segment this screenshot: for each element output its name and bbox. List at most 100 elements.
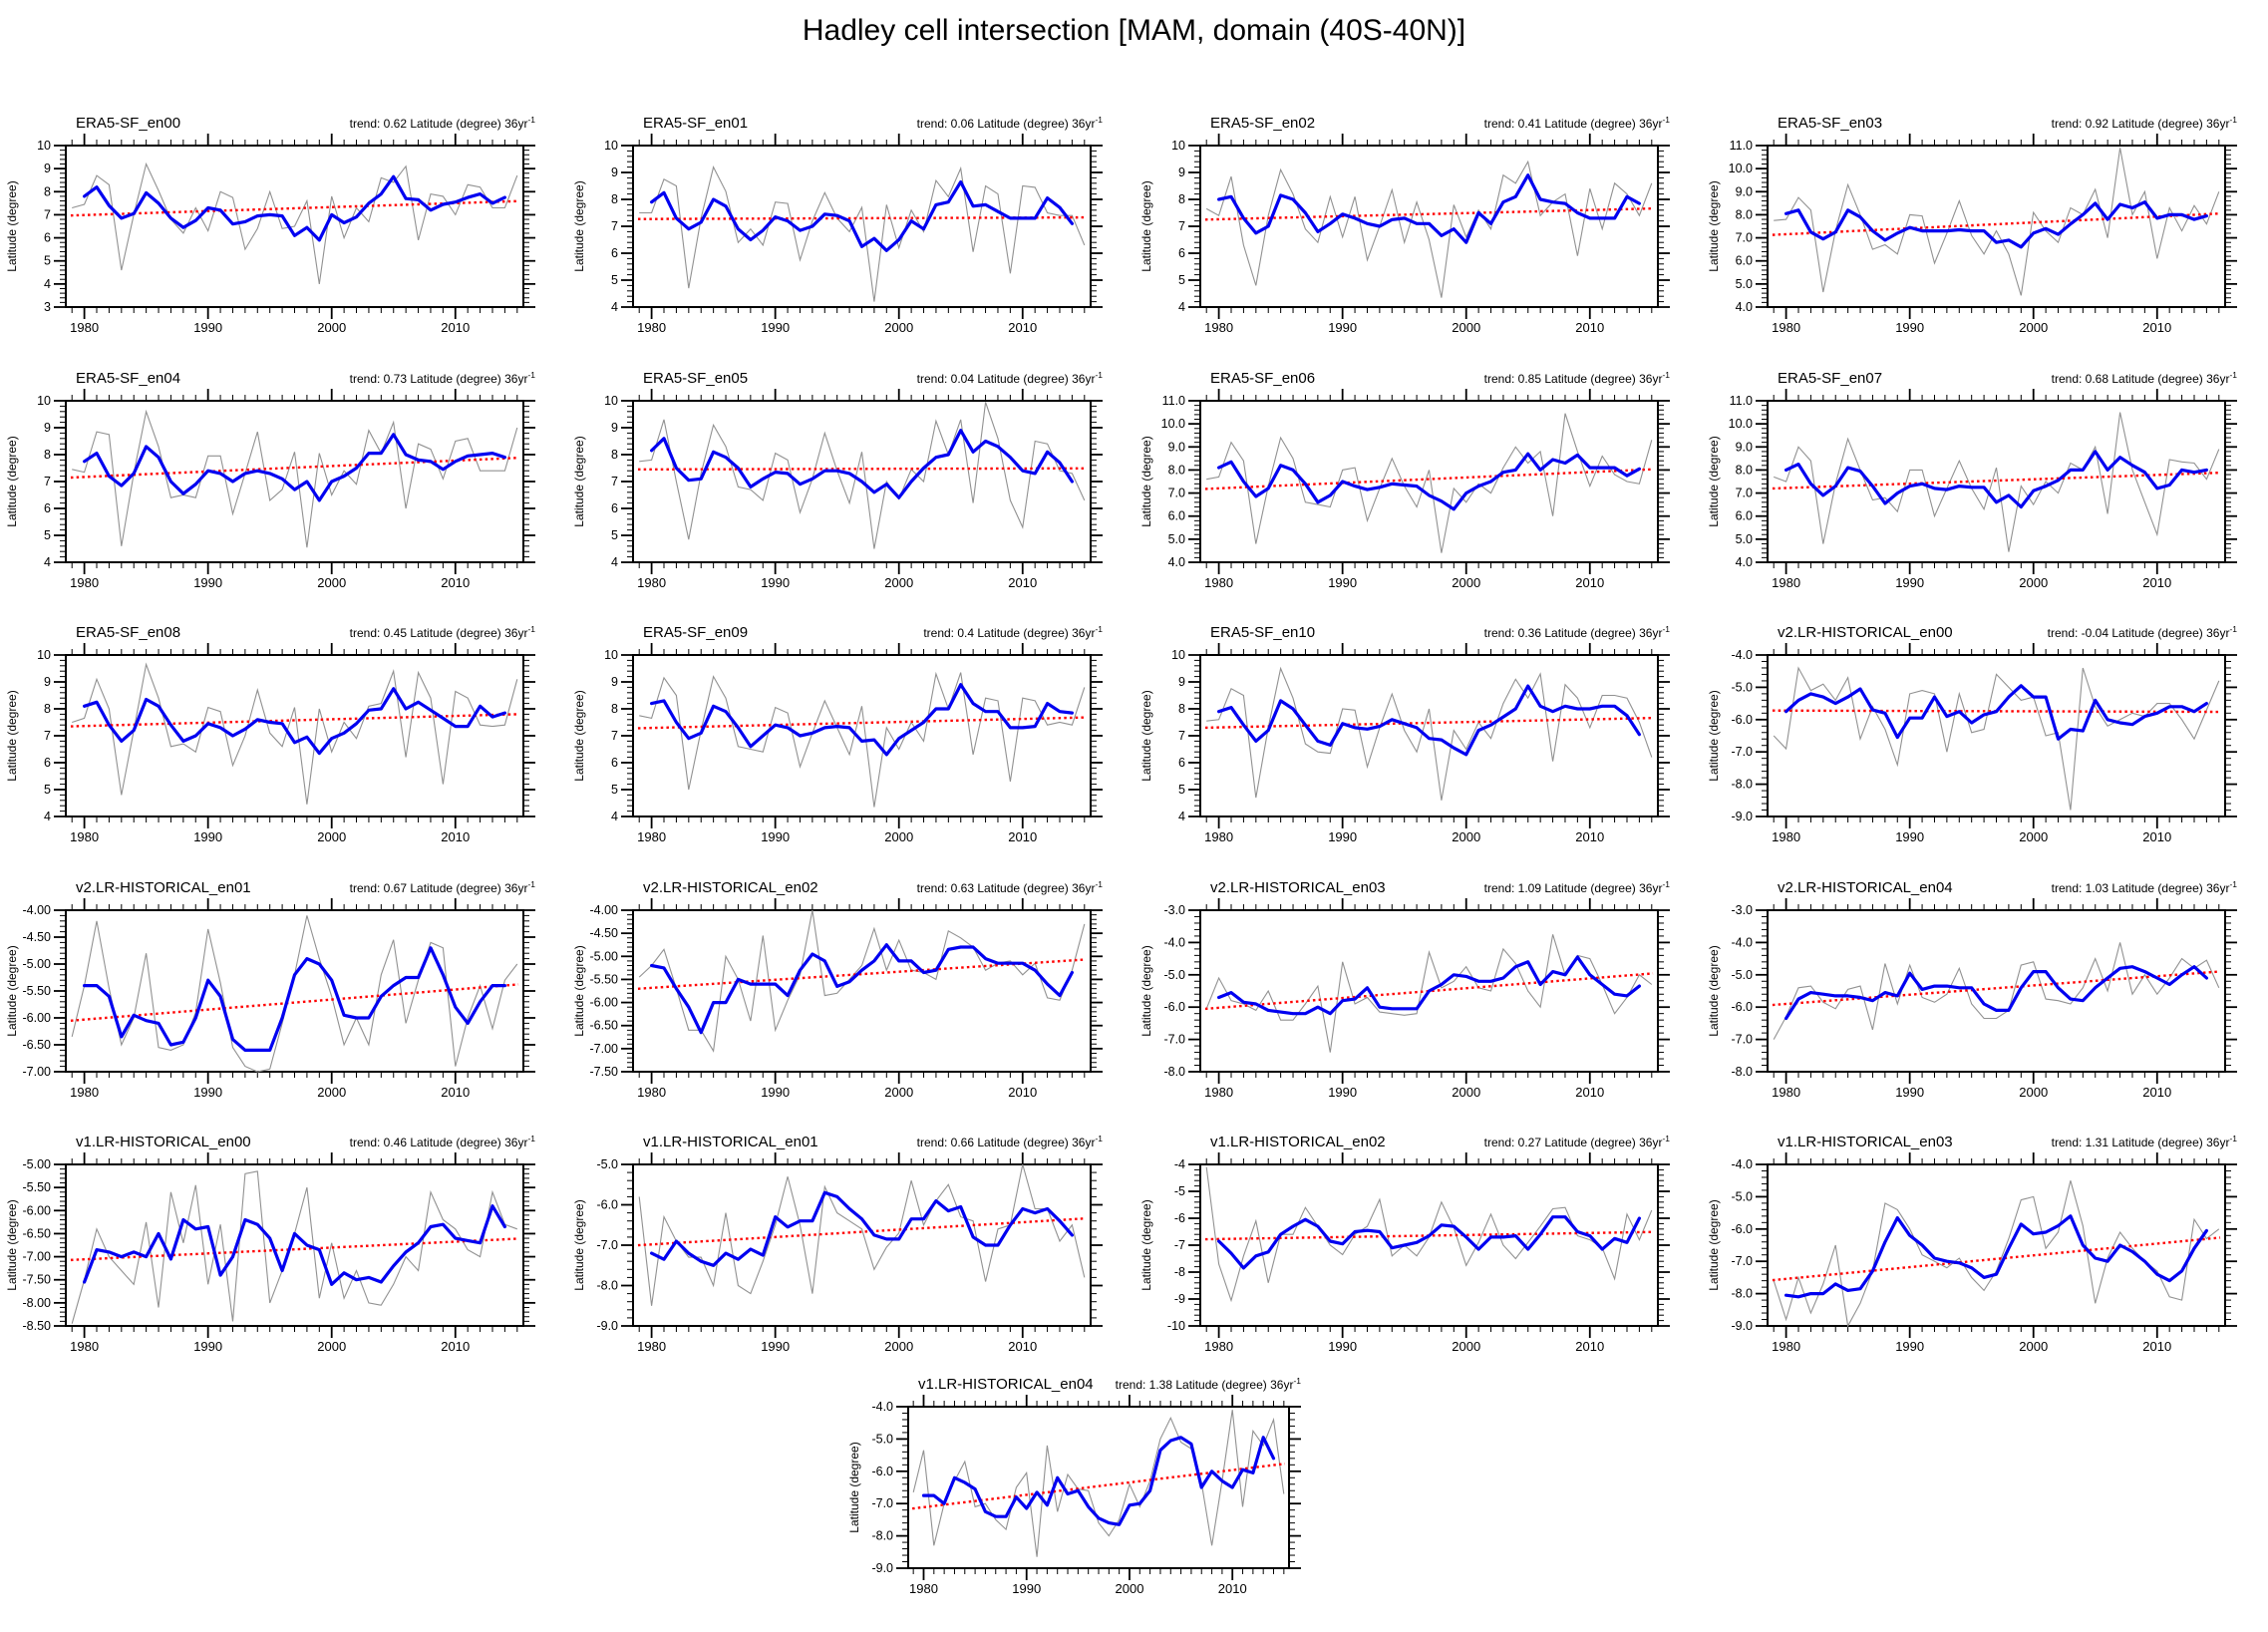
trend-line <box>637 467 1087 471</box>
y-tick-labels: -4 -5 -6 -7 -8 -9 -10 <box>1167 1157 1185 1333</box>
svg-text:2010: 2010 <box>1575 1085 1604 1100</box>
svg-text:8: 8 <box>611 192 618 206</box>
svg-text:6.0: 6.0 <box>1736 254 1753 268</box>
svg-text:-7.0: -7.0 <box>1731 1254 1753 1268</box>
y-tick-labels: -4.0 -5.0 -6.0 -7.0 -8.0 -9.0 <box>871 1400 893 1575</box>
trend-line <box>1772 969 2221 1006</box>
y-axis-label: Latitude (degree) <box>1707 690 1721 781</box>
y-axis-label: Latitude (degree) <box>5 1199 19 1290</box>
svg-text:1990: 1990 <box>1895 575 1924 590</box>
svg-text:-8.0: -8.0 <box>1731 1065 1753 1079</box>
axis-ticks <box>1756 643 2237 828</box>
svg-text:-6.50: -6.50 <box>23 1038 52 1052</box>
trend-label: trend: 0.36 Latitude (degree) 36yr-1 <box>1484 624 1671 640</box>
trend-line <box>637 716 1087 730</box>
svg-text:9.0: 9.0 <box>1736 440 1753 454</box>
axis-minor-ticks <box>1194 394 1664 568</box>
svg-text:2000: 2000 <box>1452 575 1480 590</box>
svg-text:-8.0: -8.0 <box>1731 1287 1753 1301</box>
figure-title: Hadley cell intersection [MAM, domain (4… <box>802 14 1466 47</box>
panel-ERA5-SF_en04: ERA5-SF_en04 trend: 0.73 Latitude (degree… <box>0 355 567 614</box>
smoothed-series-line <box>1216 1215 1641 1270</box>
axis-minor-ticks <box>1762 140 2231 313</box>
svg-text:1980: 1980 <box>637 575 666 590</box>
y-tick-labels: -3.0 -4.0 -5.0 -6.0 -7.0 -8.0 <box>1163 903 1185 1079</box>
svg-text:4: 4 <box>44 277 51 291</box>
svg-text:1990: 1990 <box>1328 575 1357 590</box>
trend-label: trend: 1.31 Latitude (degree) 36yr-1 <box>2052 1134 2238 1149</box>
axis-ticks <box>1756 388 2237 574</box>
chart-ERA5-SF_en09: ERA5-SF_en09 trend: 0.4 Latitude (degree)… <box>572 624 1103 844</box>
trend-label: trend: 0.66 Latitude (degree) 36yr-1 <box>917 1134 1104 1149</box>
trend-label: trend: 0.41 Latitude (degree) 36yr-1 <box>1484 115 1671 131</box>
svg-text:-4.0: -4.0 <box>1731 935 1753 949</box>
svg-text:1990: 1990 <box>193 829 222 844</box>
trend-label: trend: 0.62 Latitude (degree) 36yr-1 <box>350 115 536 131</box>
svg-text:6: 6 <box>1178 756 1185 770</box>
svg-text:2000: 2000 <box>884 320 913 335</box>
panel-title: v2.LR-HISTORICAL_en00 <box>1778 624 1953 641</box>
smoothed-series-line <box>649 683 1074 757</box>
axis-minor-ticks <box>627 1158 1097 1332</box>
svg-text:2010: 2010 <box>441 1085 470 1100</box>
svg-text:1990: 1990 <box>1895 829 1924 844</box>
panel-v1.LR-HISTORICAL_en03: v1.LR-HISTORICAL_en03 trend: 1.31 Latitud… <box>1702 1119 2268 1378</box>
panel-title: ERA5-SF_en06 <box>1210 370 1315 387</box>
svg-text:1990: 1990 <box>761 1339 790 1354</box>
chart-v2.LR-HISTORICAL_en00: v2.LR-HISTORICAL_en00 trend: -0.04 Latitu… <box>1707 624 2237 844</box>
y-tick-labels: 11.0 10.0 9.0 8.0 7.0 6.0 5.0 4.0 <box>1729 139 1753 314</box>
y-axis-label: Latitude (degree) <box>572 690 586 781</box>
svg-text:10: 10 <box>604 394 618 408</box>
svg-text:2000: 2000 <box>1452 829 1480 844</box>
svg-text:2010: 2010 <box>441 829 470 844</box>
svg-text:8: 8 <box>44 184 51 198</box>
svg-text:-7.50: -7.50 <box>590 1065 619 1079</box>
chart-v1.LR-HISTORICAL_en03: v1.LR-HISTORICAL_en03 trend: 1.31 Latitud… <box>1707 1134 2238 1354</box>
svg-text:1980: 1980 <box>70 1339 99 1354</box>
axis-ticks <box>621 1152 1103 1338</box>
axis-frame <box>65 399 524 563</box>
raw-series-line <box>72 662 518 805</box>
chart-v2.LR-HISTORICAL_en04: v2.LR-HISTORICAL_en04 trend: 1.03 Latitud… <box>1707 879 2237 1100</box>
svg-text:2010: 2010 <box>2142 320 2171 335</box>
axis-minor-ticks <box>1194 649 1664 822</box>
svg-text:-8.0: -8.0 <box>871 1529 893 1543</box>
axis-frame <box>65 654 524 817</box>
raw-series-line <box>638 1163 1086 1306</box>
trend-line <box>911 1463 1286 1510</box>
svg-text:1980: 1980 <box>1772 1339 1800 1354</box>
axis-ticks <box>621 897 1103 1084</box>
svg-text:2010: 2010 <box>1008 320 1037 335</box>
trend-line <box>70 1237 519 1262</box>
y-tick-labels: -5.00 -5.50 -6.00 -6.50 -7.00 -7.50 -8.00 -8.50 <box>23 1157 52 1333</box>
trend-line <box>1772 471 2221 490</box>
chart-v2.LR-HISTORICAL_en03: v2.LR-HISTORICAL_en03 trend: 1.09 Latitud… <box>1139 879 1670 1100</box>
svg-text:8: 8 <box>611 448 618 462</box>
svg-text:7: 7 <box>44 475 51 489</box>
axis-ticks <box>1756 134 2237 319</box>
y-tick-labels: 10 9 8 7 6 5 4 <box>37 648 51 823</box>
axis-minor-ticks <box>60 1158 529 1332</box>
svg-text:7: 7 <box>44 729 51 743</box>
trend-line <box>637 957 1087 990</box>
smoothed-series-line <box>649 942 1074 1034</box>
svg-text:1990: 1990 <box>1328 320 1357 335</box>
svg-text:5: 5 <box>44 528 51 542</box>
panel-title: v2.LR-HISTORICAL_en01 <box>76 879 251 896</box>
svg-text:2000: 2000 <box>884 1085 913 1100</box>
svg-text:8: 8 <box>44 448 51 462</box>
panel-title: v2.LR-HISTORICAL_en02 <box>643 879 818 896</box>
svg-text:-4.00: -4.00 <box>590 903 619 917</box>
svg-text:-7.0: -7.0 <box>1731 1032 1753 1046</box>
svg-text:10: 10 <box>1171 139 1185 153</box>
svg-text:-9.0: -9.0 <box>1731 810 1753 823</box>
svg-text:2000: 2000 <box>884 575 913 590</box>
axis-minor-ticks <box>60 394 529 568</box>
panel-ERA5-SF_en00: ERA5-SF_en00 trend: 0.62 Latitude (degree… <box>0 100 567 359</box>
svg-text:-4.0: -4.0 <box>1731 648 1753 662</box>
svg-text:2010: 2010 <box>1008 575 1037 590</box>
trend-line <box>637 1216 1087 1247</box>
svg-text:5: 5 <box>611 528 618 542</box>
svg-text:7.0: 7.0 <box>1736 486 1753 499</box>
